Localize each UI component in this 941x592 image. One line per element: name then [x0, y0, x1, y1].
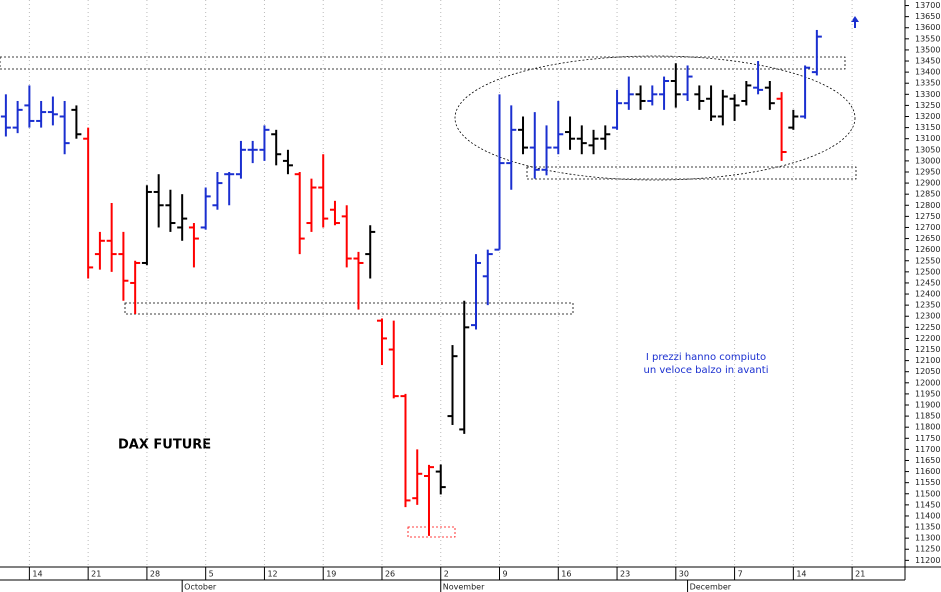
y-tick-label: 11650: [915, 456, 940, 465]
y-tick-label: 13500: [915, 45, 940, 54]
y-tick-label: 11400: [915, 511, 940, 520]
range-ellipse: [454, 55, 856, 181]
x-tick-label: 23: [620, 570, 630, 579]
x-tick-label: 5: [209, 570, 214, 579]
annotation: un veloce balzo in avanti: [644, 365, 769, 376]
y-tick-label: 12950: [915, 167, 940, 176]
y-tick-label: 11450: [915, 500, 940, 509]
y-tick-label: 13200: [915, 112, 940, 121]
y-tick-label: 13450: [915, 57, 940, 66]
y-tick-label: 12900: [915, 179, 940, 188]
support-zone: [526, 166, 857, 180]
x-tick-label: 30: [679, 570, 689, 579]
y-tick-label: 12650: [915, 234, 940, 243]
y-tick-label: 12350: [915, 301, 940, 310]
y-tick-label: 13150: [915, 123, 940, 132]
y-tick-label: 12050: [915, 367, 940, 376]
y-tick-label: 12000: [915, 378, 940, 387]
y-tick-label: 12450: [915, 278, 940, 287]
y-tick-label: 12750: [915, 212, 940, 221]
y-tick-label: 12550: [915, 256, 940, 265]
x-tick-label: 21: [91, 570, 101, 579]
y-tick-label: 12850: [915, 190, 940, 199]
y-tick-label: 13550: [915, 34, 940, 43]
x-tick-label: 12: [267, 570, 277, 579]
x-tick-label: 9: [503, 570, 508, 579]
y-tick-label: 12600: [915, 245, 940, 254]
y-tick-label: 12150: [915, 345, 940, 354]
x-tick-label: 14: [32, 570, 42, 579]
y-tick-label: 13100: [915, 134, 940, 143]
month-label: October: [184, 583, 217, 592]
y-tick-label: 11850: [915, 412, 940, 421]
y-tick-label: 12400: [915, 290, 940, 299]
x-tick-label: 16: [561, 570, 571, 579]
y-tick-label: 11550: [915, 478, 940, 487]
y-tick-label: 11950: [915, 389, 940, 398]
arrow: [851, 16, 859, 28]
x-tick-label: 26: [385, 570, 395, 579]
x-tick-label: 21: [855, 570, 865, 579]
y-tick-label: 13400: [915, 68, 940, 77]
x-tick-label: 28: [150, 570, 160, 579]
y-tick-label: 13050: [915, 145, 940, 154]
y-tick-label: 11800: [915, 423, 940, 432]
y-tick-label: 13350: [915, 79, 940, 88]
annotation-shapes: [0, 55, 857, 538]
y-tick-label: 13650: [915, 12, 940, 21]
y-tick-label: 11250: [915, 545, 940, 554]
x-tick-label: 14: [796, 570, 806, 579]
y-tick-label: 13000: [915, 156, 940, 165]
y-tick-label: 12500: [915, 267, 940, 276]
annotation: I prezzi hanno compiuto: [646, 352, 766, 363]
month-label: December: [690, 583, 732, 592]
y-tick-label: 12100: [915, 356, 940, 365]
y-tick-label: 12250: [915, 323, 940, 332]
y-tick-label: 12200: [915, 334, 940, 343]
y-tick-label: 13300: [915, 90, 940, 99]
chart-title: DAX FUTURE: [118, 438, 211, 453]
y-tick-label: 12800: [915, 201, 940, 210]
y-tick-label: 11300: [915, 534, 940, 543]
x-tick-label: 2: [444, 570, 449, 579]
y-tick-label: 11900: [915, 401, 940, 410]
y-tick-label: 11350: [915, 523, 940, 532]
y-tick-label: 13600: [915, 23, 940, 32]
y-tick-label: 11600: [915, 467, 940, 476]
y-tick-label: 11750: [915, 434, 940, 443]
y-tick-label: 11700: [915, 445, 940, 454]
y-tick-label: 11200: [915, 556, 940, 565]
x-tick-label: 7: [738, 570, 743, 579]
support-zone: [124, 302, 574, 315]
y-tick-label: 11500: [915, 489, 940, 498]
month-label: November: [443, 583, 485, 592]
y-tick-label: 13700: [915, 1, 940, 10]
y-tick-label: 12300: [915, 312, 940, 321]
arrow-head: [851, 16, 859, 22]
x-tick-label: 19: [326, 570, 336, 579]
y-tick-label: 12700: [915, 223, 940, 232]
y-tick-label: 13250: [915, 101, 940, 110]
low-zone: [407, 526, 456, 538]
